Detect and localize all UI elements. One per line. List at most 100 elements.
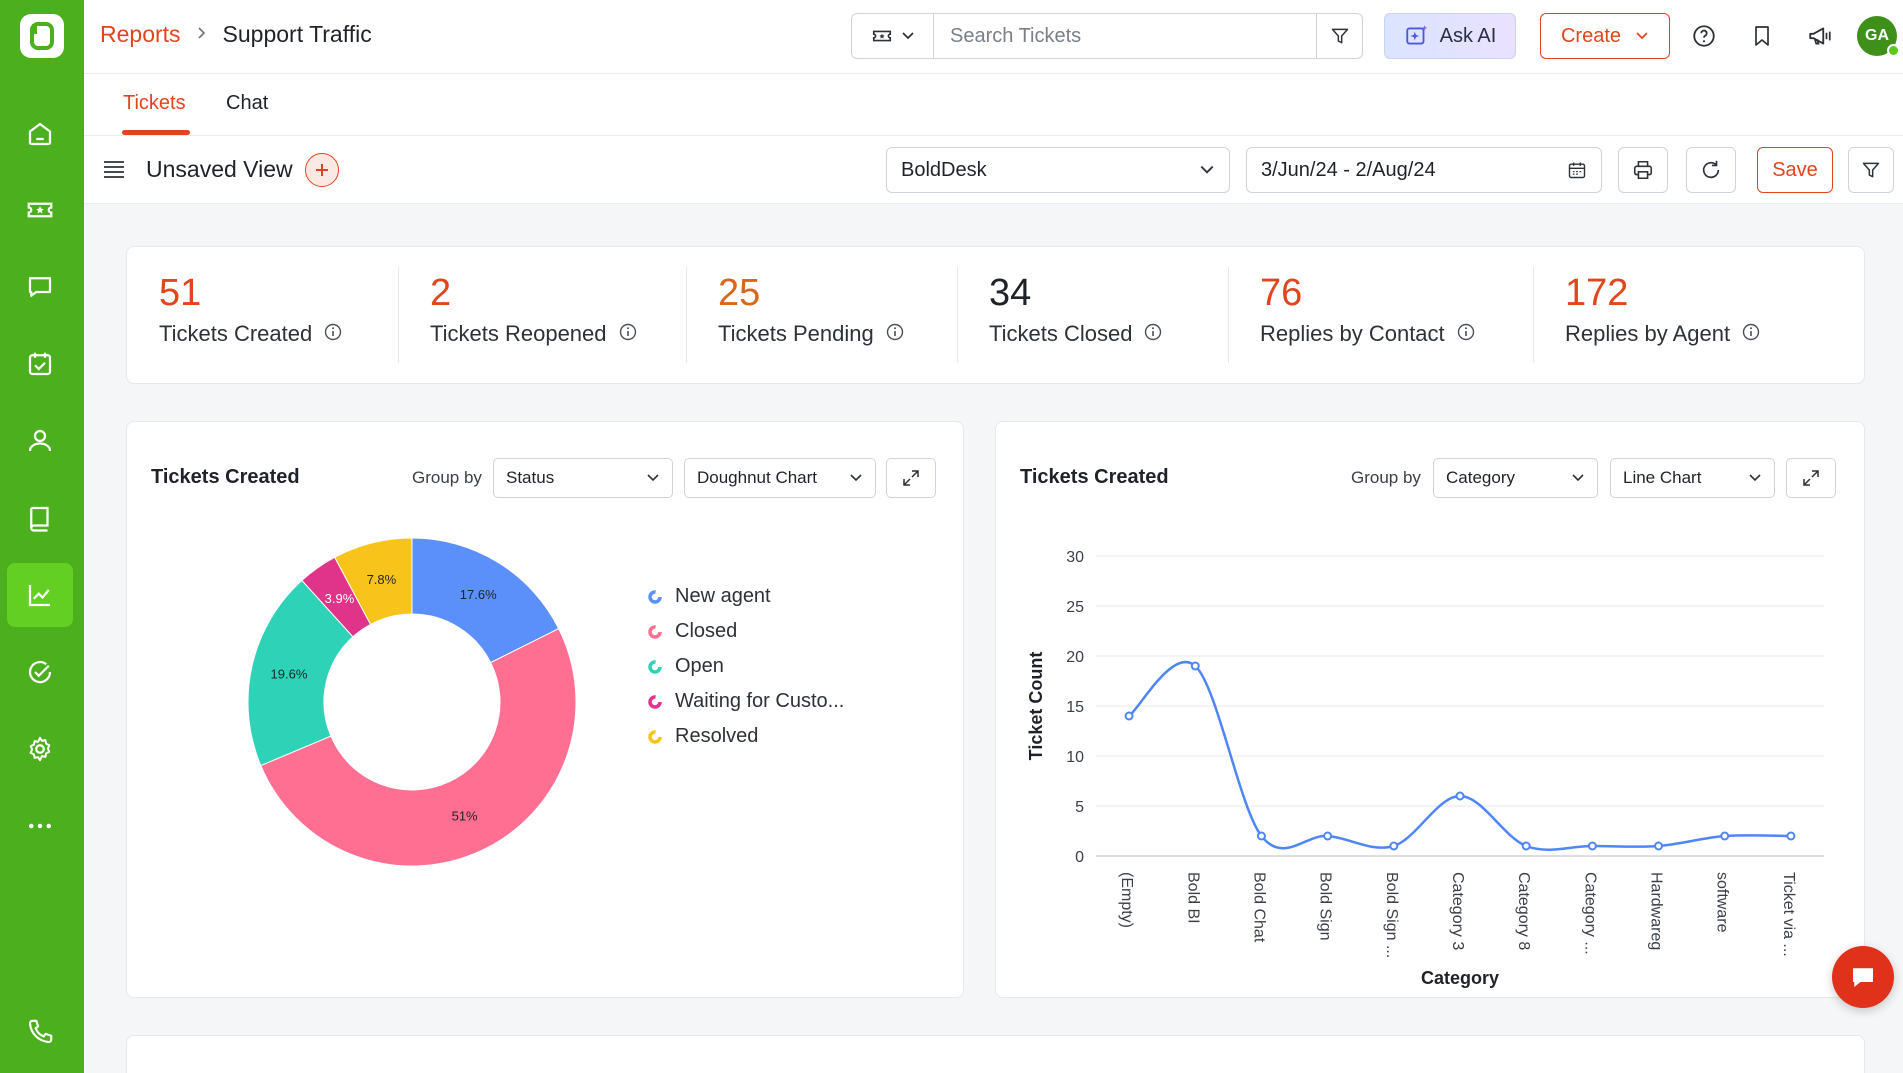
home-icon — [28, 122, 52, 146]
views-menu-button[interactable] — [102, 158, 126, 185]
sidebar-item-contacts[interactable] — [7, 409, 73, 473]
legend-marker-icon — [648, 659, 662, 674]
data-point[interactable] — [1455, 791, 1465, 801]
info-icon[interactable] — [324, 321, 342, 347]
stat-label: Tickets Created — [159, 321, 313, 346]
stat-replies-by-contact[interactable]: 76 Replies by Contact — [1260, 271, 1475, 347]
chevron-down-icon — [1749, 474, 1761, 482]
sidebar-item-tickets[interactable] — [7, 178, 73, 242]
info-icon[interactable] — [1457, 321, 1475, 347]
filter-button[interactable] — [1848, 147, 1894, 193]
print-button[interactable] — [1618, 147, 1668, 193]
legend-item[interactable]: Closed — [647, 620, 737, 643]
sidebar-item-activities[interactable] — [7, 640, 73, 704]
search-input[interactable]: Search Tickets — [950, 24, 1082, 47]
data-point[interactable] — [1654, 841, 1664, 851]
data-point[interactable] — [1323, 831, 1333, 841]
y-tick-label: 25 — [1066, 599, 1084, 616]
expand-chart-button[interactable] — [886, 458, 936, 498]
group-by-value: Status — [506, 468, 555, 487]
view-title: Unsaved View — [146, 156, 293, 182]
y-tick-label: 30 — [1066, 549, 1084, 566]
y-axis-title: Ticket Count — [1026, 652, 1046, 761]
create-button[interactable]: Create — [1540, 13, 1670, 59]
group-by-select[interactable]: Status — [493, 458, 673, 498]
app-logo[interactable] — [20, 14, 64, 58]
chat-support-button[interactable] — [1832, 946, 1894, 1008]
search-filter-button[interactable] — [1316, 14, 1362, 58]
info-icon[interactable] — [619, 321, 637, 347]
expand-chart-button[interactable] — [1786, 458, 1836, 498]
expand-icon — [903, 470, 919, 486]
top-bar: Reports Support Traffic Search Tickets A… — [84, 0, 1903, 74]
chart-type-value: Line Chart — [1623, 468, 1702, 487]
divider — [398, 267, 399, 363]
stat-tickets-reopened[interactable]: 2 Tickets Reopened — [430, 271, 637, 347]
legend-label: Waiting for Custo... — [675, 690, 845, 712]
sidebar-item-reports[interactable] — [7, 563, 73, 627]
save-button[interactable]: Save — [1757, 147, 1833, 193]
info-icon[interactable] — [1742, 321, 1760, 347]
sidebar-item-settings[interactable] — [7, 717, 73, 781]
stat-tickets-pending[interactable]: 25 Tickets Pending — [718, 271, 904, 347]
expand-icon — [1803, 470, 1819, 486]
tasks-icon — [28, 352, 52, 376]
tab-tickets[interactable]: Tickets — [123, 92, 186, 114]
chevron-down-icon — [901, 32, 914, 40]
stat-tickets-closed[interactable]: 34 Tickets Closed — [989, 271, 1162, 347]
x-tick-label: Category 3 — [1449, 872, 1466, 950]
tab-chat[interactable]: Chat — [226, 92, 269, 114]
info-icon[interactable] — [886, 321, 904, 347]
bookmark-button[interactable] — [1746, 20, 1778, 52]
slice-data-label: 17.6% — [460, 587, 497, 602]
view-toolbar: Unsaved View BoldDesk 3/Jun/24 - 2/Aug/2… — [84, 136, 1903, 204]
legend-item[interactable]: Resolved — [647, 725, 758, 748]
chart-type-select[interactable]: Line Chart — [1610, 458, 1775, 498]
data-point[interactable] — [1720, 831, 1730, 841]
sidebar-item-chat[interactable] — [7, 255, 73, 319]
chevron-down-icon — [1636, 32, 1648, 40]
user-avatar[interactable]: GA — [1857, 16, 1900, 57]
doughnut-slice[interactable] — [411, 537, 560, 664]
data-point[interactable] — [1256, 831, 1266, 841]
data-point[interactable] — [1124, 711, 1134, 721]
legend-item[interactable]: New agent — [647, 585, 771, 608]
chat-bubble-icon — [1853, 968, 1873, 987]
legend-item[interactable]: Open — [647, 655, 724, 678]
search-type-selector[interactable] — [852, 14, 934, 58]
sidebar-item-knowledge-base[interactable] — [7, 486, 73, 550]
y-tick-label: 0 — [1075, 849, 1084, 866]
chart-type-select[interactable]: Doughnut Chart — [684, 458, 876, 498]
refresh-button[interactable] — [1686, 147, 1736, 193]
y-tick-label: 5 — [1075, 799, 1084, 816]
date-range-picker[interactable]: 3/Jun/24 - 2/Aug/24 — [1246, 147, 1602, 193]
sidebar — [0, 0, 84, 1073]
data-point[interactable] — [1587, 841, 1597, 851]
group-by-label: Group by — [412, 468, 482, 487]
doughnut-slice[interactable] — [247, 579, 354, 767]
ticket-icon — [872, 30, 891, 42]
sidebar-item-tasks[interactable] — [7, 332, 73, 396]
legend-item[interactable]: Waiting for Custo... — [647, 690, 844, 713]
announcements-button[interactable] — [1804, 20, 1836, 52]
data-point[interactable] — [1521, 841, 1531, 851]
brand-select[interactable]: BoldDesk — [886, 147, 1230, 193]
legend-label: New agent — [675, 585, 771, 607]
data-point[interactable] — [1786, 831, 1796, 841]
data-point[interactable] — [1389, 841, 1399, 851]
chart-type-value: Doughnut Chart — [697, 468, 818, 487]
data-point[interactable] — [1190, 661, 1200, 671]
sidebar-item-more[interactable] — [7, 794, 73, 858]
breadcrumb-reports-link[interactable]: Reports — [100, 21, 181, 47]
stat-tickets-created[interactable]: 51 Tickets Created — [159, 271, 342, 347]
sidebar-item-home[interactable] — [7, 102, 73, 166]
stat-replies-by-agent[interactable]: 172 Replies by Agent — [1565, 271, 1760, 347]
ask-ai-button[interactable]: Ask AI — [1384, 13, 1516, 59]
group-by-select[interactable]: Category — [1433, 458, 1598, 498]
sidebar-item-phone[interactable] — [7, 1000, 73, 1064]
add-view-button[interactable] — [305, 153, 339, 187]
doughnut-slice[interactable] — [334, 537, 413, 626]
doughnut-slice[interactable] — [260, 627, 577, 867]
help-button[interactable] — [1688, 20, 1720, 52]
info-icon[interactable] — [1144, 321, 1162, 347]
